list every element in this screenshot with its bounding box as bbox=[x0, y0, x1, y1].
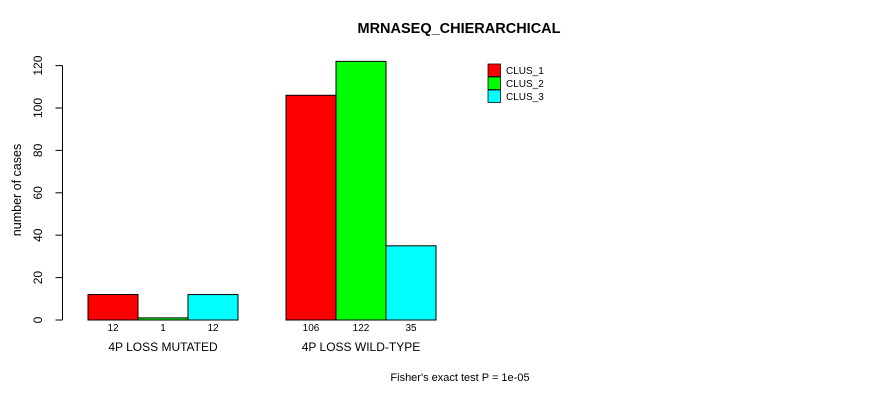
legend-swatch-clus_3 bbox=[487, 89, 501, 103]
y-tick-label: 20 bbox=[31, 271, 45, 285]
bar-clus_1-0 bbox=[87, 294, 139, 321]
bar-value-label: 12 bbox=[207, 323, 219, 334]
footer-stat-text: Fisher's exact test P = 1e-05 bbox=[390, 372, 529, 384]
bar-value-label: 106 bbox=[303, 323, 320, 334]
y-tick-label: 60 bbox=[31, 186, 45, 200]
y-tick-label: 0 bbox=[31, 316, 45, 323]
legend-swatch-clus_1 bbox=[487, 63, 501, 77]
bar-clus_1-1 bbox=[285, 94, 337, 321]
bar-value-label: 122 bbox=[353, 323, 370, 334]
chart-title: MRNASEQ_CHIERARCHICAL bbox=[357, 21, 560, 37]
bar-clus_3-0 bbox=[187, 294, 239, 321]
legend-swatch-clus_2 bbox=[487, 76, 501, 90]
y-axis-label: number of cases bbox=[10, 144, 24, 236]
bar-clus_2-0 bbox=[137, 317, 189, 321]
legend-label-clus_2: CLUS_2 bbox=[506, 79, 544, 90]
bar-value-label: 12 bbox=[107, 323, 119, 334]
y-tick-label: 80 bbox=[31, 143, 45, 157]
legend-label-clus_1: CLUS_1 bbox=[506, 66, 544, 77]
bar-clus_2-1 bbox=[335, 60, 387, 321]
bar-clus_3-1 bbox=[385, 245, 437, 321]
y-tick-label: 120 bbox=[31, 55, 45, 75]
y-tick-label: 40 bbox=[31, 228, 45, 242]
y-tick-label: 100 bbox=[31, 98, 45, 118]
category-label: 4P LOSS WILD-TYPE bbox=[302, 340, 420, 354]
legend-label-clus_3: CLUS_3 bbox=[506, 92, 544, 103]
bar-value-label: 35 bbox=[405, 323, 417, 334]
bar-value-label: 1 bbox=[160, 323, 166, 334]
category-label: 4P LOSS MUTATED bbox=[108, 340, 218, 354]
